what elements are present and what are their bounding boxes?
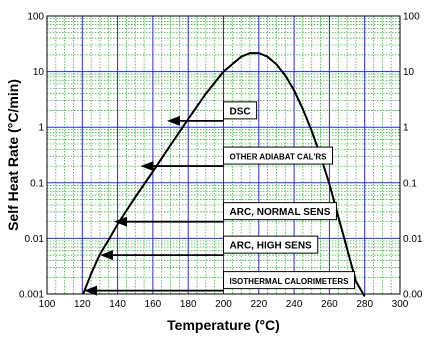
y-tick-label-left: 10 [33,67,45,78]
annotation: OTHER ADIABAT CAL'RS [141,147,333,171]
annotation-label: ARC, NORMAL SENS [230,207,331,218]
x-tick-labels: 100 120 140 160 180 200 220 240 260 280 300 [39,299,409,310]
annotation-label: ISOTHERMAL CALORIMETERS [230,277,350,286]
y-tick-labels-left: 0.001 0.01 0.1 1 10 100 [19,12,44,301]
x-tick-label: 220 [250,299,267,310]
annotation-label: OTHER ADIABAT CAL'RS [230,153,328,162]
annotation: ISOTHERMAL CALORIMETERS [84,272,354,296]
y-tick-label-left: 100 [27,12,44,23]
x-tick-label: 280 [356,299,373,310]
x-tick-label: 120 [74,299,91,310]
y-tick-label-right: 100 [403,12,420,23]
y-tick-label-left: 0.01 [25,234,45,245]
y-tick-label-right: 0.1 [403,178,417,189]
x-axis-title: Temperature (°C) [167,317,280,333]
y-tick-label-right: 1 [403,123,409,134]
y-tick-label-right: 0.00 [403,290,423,301]
annotations: DSC OTHER ADIABAT CAL'RS ARC, NORMAL SENS A… [84,102,354,296]
annotation-arrow-head [141,161,154,171]
x-tick-label: 100 [39,299,56,310]
y-tick-label-left: 0.1 [30,178,44,189]
x-tick-label: 260 [321,299,338,310]
x-tick-label: 140 [109,299,126,310]
y-tick-label-left: 1 [38,123,44,134]
x-tick-label: 160 [145,299,162,310]
annotation: DSC [167,102,257,126]
y-tick-label-right: 0.01 [403,234,423,245]
y-tick-labels-right: 0.00 0.01 0.1 1 10 100 [403,12,423,301]
x-tick-label: 180 [180,299,197,310]
annotation-label: ARC, HIGH SENS [230,241,313,252]
y-tick-label-right: 10 [403,67,415,78]
y-tick-label-left: 0.001 [19,290,44,301]
annotation-arrow-head [167,116,180,126]
x-tick-label: 240 [286,299,303,310]
x-tick-label: 200 [215,299,232,310]
y-axis-title: Self Heat Rate (°C/min) [5,79,21,231]
x-tick-label: 300 [392,299,409,310]
annotation-label: DSC [230,106,251,117]
